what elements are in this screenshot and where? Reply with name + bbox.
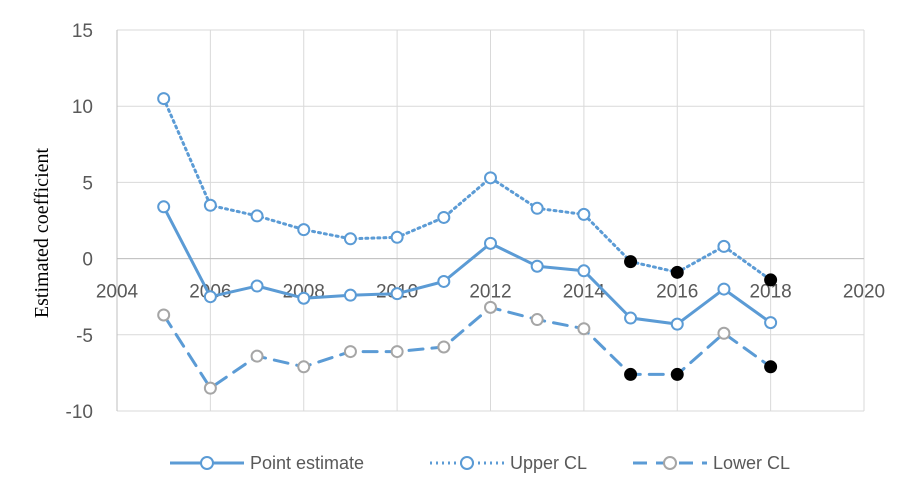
legend-label-0: Point estimate [250,453,364,473]
data-point [250,279,264,293]
data-point [157,308,171,322]
data-point [624,311,638,325]
x-tick-label: 2012 [469,282,511,303]
data-point [297,223,311,237]
data-point [764,273,778,287]
x-tick-label: 2016 [656,282,698,303]
y-tick-label: 10 [72,97,93,118]
grid-lines [116,29,865,412]
data-point [250,209,264,223]
data-point [437,274,451,288]
data-point [297,360,311,374]
y-axis-label: Estimated coefficient [31,148,53,319]
data-point [484,171,497,185]
data-point [297,291,311,305]
data-point [437,210,451,224]
x-tick-label: 2004 [96,282,139,303]
data-point [670,317,684,331]
data-point [624,255,638,269]
legend-label-2: Lower CL [713,453,790,473]
data-point [577,322,591,336]
y-axis-ticks: 15 10 5 0 -5 -10 [66,21,93,423]
data-point [390,287,404,301]
data-point [670,265,684,279]
data-point [717,326,731,340]
data-point [390,345,404,359]
data-point [343,232,357,246]
data-point [343,288,357,302]
data-point [764,360,778,374]
data-point [530,313,544,327]
data-point [717,282,731,296]
x-tick-label: 2018 [749,282,791,303]
data-point [203,381,217,395]
y-tick-label: -10 [66,402,93,423]
data-point [670,367,684,381]
y-tick-label: 0 [82,250,93,271]
data-point [203,290,217,304]
data-point [764,316,778,330]
series-group [157,92,778,395]
legend-marker-2 [663,456,677,470]
data-point [437,340,451,354]
data-point [530,201,544,215]
data-point [157,200,171,214]
data-point [157,92,171,106]
legend-marker-0 [200,456,214,470]
data-point [343,345,357,359]
y-tick-label: 5 [82,173,93,194]
data-point [717,239,731,253]
legend-marker-1 [460,456,474,470]
data-point [484,300,497,314]
y-tick-label: 15 [72,21,93,42]
series-line-0 [162,205,773,326]
y-tick-label: -5 [76,326,93,347]
data-point [390,230,404,244]
data-point [624,367,638,381]
series-line-1 [162,97,773,282]
series-line-2 [162,305,773,390]
data-point [577,264,591,278]
legend-label-1: Upper CL [510,453,587,473]
legend: Point estimate Upper CL Lower CL [170,453,790,473]
x-tick-label: 2014 [563,282,606,303]
data-point [577,207,591,221]
data-point [203,198,217,212]
data-point [484,236,497,250]
data-point [530,259,544,273]
x-tick-label: 2020 [843,282,885,303]
data-point [250,349,264,363]
